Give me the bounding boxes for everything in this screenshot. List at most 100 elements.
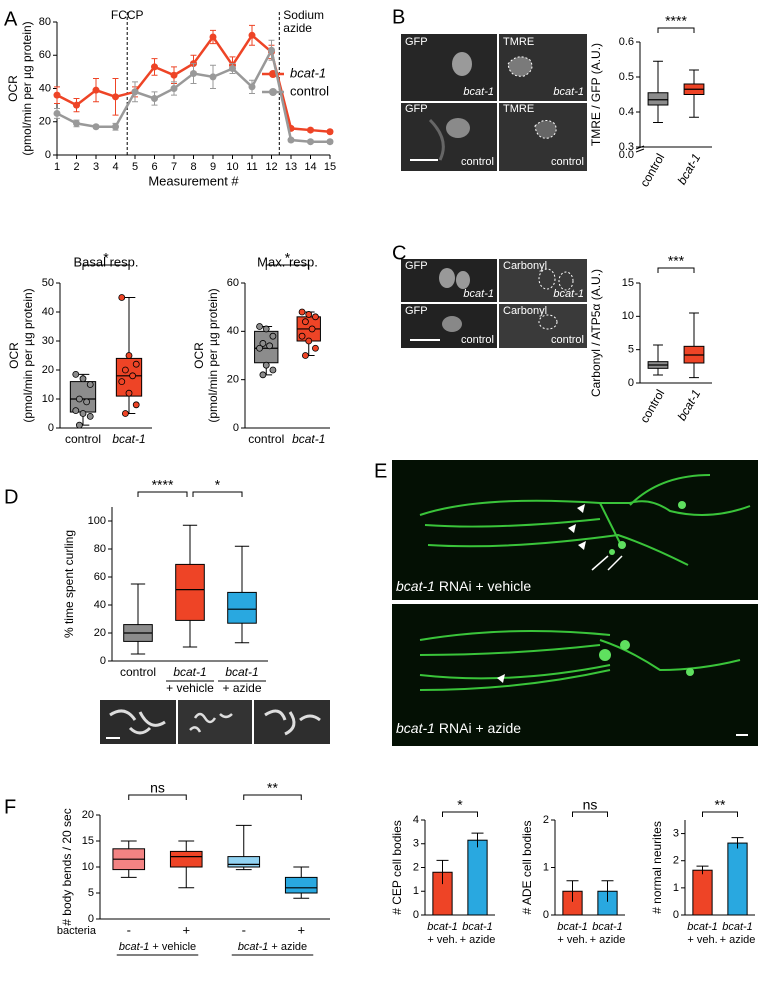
x-tick-label: 12	[265, 161, 277, 173]
group-treatment: + azide	[271, 941, 307, 953]
significance-label: *	[457, 797, 463, 813]
point	[287, 136, 295, 144]
legend-label: bcat-1	[290, 65, 326, 80]
data-point	[269, 332, 277, 340]
data-point	[86, 381, 94, 388]
y-tick-label: 4	[413, 814, 419, 826]
significance-label: *	[103, 250, 109, 266]
x-tick-label: control	[120, 665, 156, 679]
error-bar	[696, 865, 709, 875]
genotype-label: control	[461, 334, 494, 346]
y-tick-label: 20	[227, 374, 239, 386]
y-tick-label: 50	[42, 277, 54, 289]
y-tick-label: 80	[39, 16, 51, 28]
group-label: bcat-1 + azide	[238, 941, 307, 953]
data-point	[83, 398, 91, 406]
data-point	[302, 318, 309, 326]
data-point	[262, 325, 270, 333]
x-tick-label: 1	[54, 161, 60, 173]
data-point	[75, 421, 83, 429]
y-axis-label: OCR	[7, 342, 21, 369]
y-tick-label: 40	[227, 325, 239, 337]
significance-label: *	[285, 250, 291, 266]
significance-bracket	[657, 267, 695, 273]
bar	[727, 842, 748, 916]
data-point	[75, 395, 83, 403]
image-label: bcat-1 RNAi + vehicle	[396, 578, 531, 594]
y-tick-label: 0	[233, 422, 239, 434]
whisker	[689, 312, 699, 379]
x-tick-label: bcat-1	[687, 921, 718, 933]
significance-bracket	[442, 811, 478, 817]
y-tick-label: 0	[673, 909, 679, 921]
genotype-label: bcat-1	[463, 288, 494, 300]
group-label: bcat-1 + vehicle	[119, 941, 196, 953]
x-tick-label: 14	[304, 161, 316, 173]
y-axis-label: (pmol/min per µg protein)	[206, 288, 220, 422]
data-point	[302, 352, 309, 359]
data-point	[118, 294, 126, 301]
channel-label: GFP	[405, 36, 428, 48]
annotation: Sodium	[283, 8, 324, 22]
panel-letter: D	[4, 486, 18, 508]
genotype-label: control	[551, 334, 584, 346]
legend-label: control	[290, 83, 329, 98]
y-tick-label: 0	[100, 655, 106, 667]
error-bar	[601, 880, 614, 902]
box	[169, 850, 203, 868]
genotype-label: control	[461, 156, 494, 168]
channel-label: GFP	[405, 103, 428, 115]
channel-label: Carbonyl	[503, 305, 547, 317]
significance-label: ****	[152, 477, 174, 493]
x-tick-label: + veh.	[427, 934, 457, 946]
annotation: azide	[283, 21, 312, 35]
significance-bracket	[657, 27, 695, 33]
data-point	[266, 342, 273, 350]
data-point	[72, 370, 80, 378]
bar	[467, 839, 488, 916]
y-axis-label: (pmol/min per µg protein)	[21, 288, 35, 422]
y-tick-label: 0.3	[619, 141, 634, 153]
row-label: bacteria	[57, 925, 97, 937]
data-point	[86, 412, 94, 420]
point	[53, 109, 61, 117]
channel-label: Carbonyl	[503, 260, 547, 272]
channel-label: GFP	[405, 260, 428, 272]
point	[112, 93, 119, 101]
x-tick-label: -	[242, 922, 246, 937]
point	[190, 70, 197, 78]
box	[175, 563, 205, 621]
significance-bracket	[137, 491, 188, 497]
whisker	[130, 583, 146, 655]
data-point	[305, 311, 313, 318]
data-point	[125, 389, 133, 397]
y-tick-label: 20	[42, 364, 54, 376]
y-tick-label: 5	[628, 344, 634, 356]
data-point	[262, 361, 270, 369]
significance-label: ****	[665, 13, 687, 29]
point	[53, 91, 61, 99]
y-tick-label: 0	[413, 909, 419, 921]
x-tick-label: control	[637, 387, 667, 425]
x-tick-label: 4	[112, 161, 118, 173]
panel-letter: A	[4, 8, 18, 30]
y-tick-label: 2	[673, 855, 679, 867]
worm-photos	[100, 700, 330, 744]
significance-label: *	[215, 477, 221, 493]
x-tick-label: 9	[210, 161, 216, 173]
point	[131, 88, 139, 96]
significance-bracket	[192, 491, 243, 497]
x-tick-label: -	[127, 922, 131, 937]
data-point	[79, 375, 87, 383]
point	[151, 63, 158, 71]
chart-title: Basal resp.	[73, 254, 138, 269]
point	[229, 65, 236, 73]
y-tick-label: 2	[543, 814, 549, 826]
point	[209, 33, 217, 41]
bar	[692, 869, 713, 916]
y-tick-label: 10	[622, 310, 634, 322]
group-genotype: bcat-1	[238, 941, 269, 953]
genotype: bcat-1	[396, 578, 435, 594]
significance-bracket	[82, 264, 130, 270]
